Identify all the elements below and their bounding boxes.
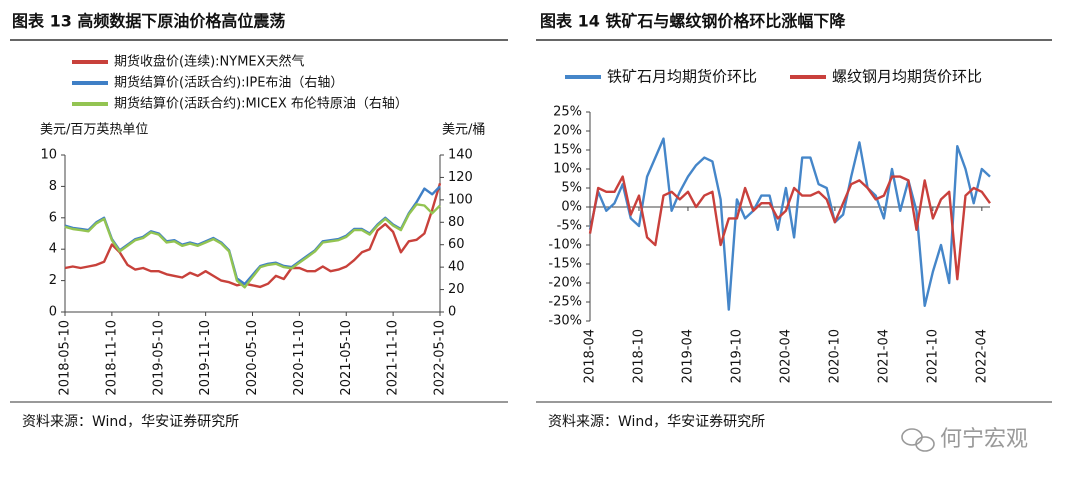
y-tick-label: 0% [561,200,582,215]
y-tick-label: 25% [553,105,582,120]
y-tick-label: -30% [548,314,582,329]
x-tick-label: 2020-11-10 [292,320,307,396]
legend-label: 螺纹钢月均期货价环比 [832,68,982,86]
series-line [588,175,991,281]
x-tick-label: 2020-05-10 [245,320,260,396]
x-tick-label: 2018-05-10 [58,320,73,396]
y2-tick-label: 40 [448,260,465,275]
x-tick-label: 2018-04 [583,329,598,383]
series-line [588,137,991,311]
y-tick-label: 4 [49,242,57,257]
x-tick-label: 2021-10 [925,329,940,383]
watermark-icon [901,428,935,452]
y-tick-label: -5% [557,219,582,234]
series-line [64,203,441,289]
y2-tick-label: 140 [448,148,473,163]
x-tick-label: 2021-11-10 [386,320,401,396]
y-axis-label: 美元/百万英热单位 [40,123,148,138]
y-tick-label: 6 [49,210,57,225]
y2-tick-label: 120 [448,170,473,185]
legend-label: 期货结算价(活跃合约):IPE布油（右轴） [114,75,343,91]
x-tick-label: 2019-10 [729,329,744,383]
y2-tick-label: 80 [448,215,465,230]
y-tick-label: 15% [553,143,582,158]
x-tick-label: 2019-05-10 [151,320,166,396]
x-tick-label: 2021-05-10 [339,320,354,396]
y2-tick-label: 60 [448,237,465,252]
y2-tick-label: 0 [448,305,456,320]
x-tick-label: 2019-11-10 [198,320,213,396]
y-tick-label: 10 [40,148,57,163]
y2-tick-label: 100 [448,192,473,207]
y-tick-label: -10% [548,238,582,253]
x-tick-label: 2022-05-10 [433,320,448,396]
y-tick-label: 20% [553,124,582,139]
source: 资料来源：Wind，华安证券研究所 [22,414,239,430]
chart-title: 图表 14 铁矿石与螺纹钢价格环比涨幅下降 [540,12,846,31]
y-tick-label: -15% [548,257,582,272]
x-tick-label: 2021-04 [876,329,891,383]
source: 资料来源：Wind，华安证券研究所 [548,414,765,430]
watermark: 何宁宏观 [940,427,1028,452]
y2-tick-label: 20 [448,282,465,297]
x-tick-label: 2020-10 [827,329,842,383]
y2-axis-label: 美元/桶 [442,123,485,138]
y-tick-label: 5% [561,181,582,196]
legend-label: 期货结算价(活跃合约):MICEX 布伦特原油（右轴） [114,96,408,112]
x-tick-label: 2020-04 [778,329,793,383]
legend-label: 期货收盘价(连续):NYMEX天然气 [114,54,305,70]
y-tick-label: 0 [49,305,57,320]
x-tick-label: 2018-10 [631,329,646,383]
series-line [64,185,441,286]
chart-title: 图表 13 高频数据下原油价格高位震荡 [12,12,285,31]
x-tick-label: 2018-11-10 [104,320,119,396]
x-tick-label: 2019-04 [680,329,695,383]
x-tick-label: 2022-04 [974,329,989,383]
y-tick-label: 8 [49,179,57,194]
legend-label: 铁矿石月均期货价环比 [607,68,757,86]
y-tick-label: 10% [553,162,582,177]
series-line [64,182,442,289]
y-tick-label: -20% [548,276,582,291]
y-tick-label: 2 [49,273,57,288]
y-tick-label: -25% [548,295,582,310]
